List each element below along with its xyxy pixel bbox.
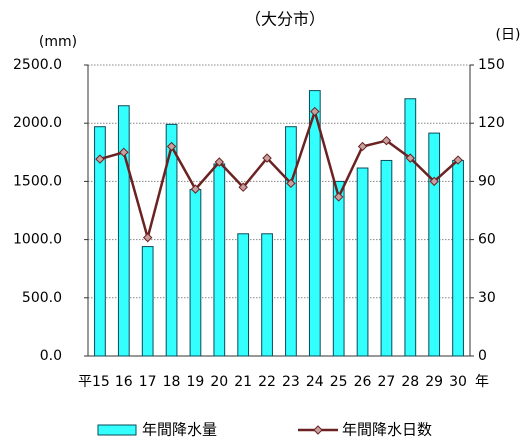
x-tick-label: 23 <box>282 374 300 390</box>
legend-swatch <box>97 424 137 436</box>
bar <box>356 167 369 357</box>
bar <box>237 233 250 357</box>
bar <box>285 126 297 357</box>
x-tick-label: 21 <box>234 374 252 390</box>
y-tick-label: 2000.0 <box>13 115 62 131</box>
y-axis-label: (mm) <box>39 34 77 50</box>
bar <box>141 246 154 357</box>
line-marker <box>214 157 225 167</box>
bar <box>213 163 226 357</box>
line-marker <box>405 153 416 163</box>
bar <box>117 105 130 357</box>
bar <box>308 90 321 357</box>
x-tick-label: 18 <box>163 374 181 390</box>
x-tick-label: 22 <box>258 374 276 390</box>
line <box>99 107 459 243</box>
y-tick-label: 0.0 <box>40 348 62 364</box>
y2-tick-label: 30 <box>478 290 496 306</box>
legend-marker <box>313 425 323 435</box>
line-marker <box>310 106 320 117</box>
x-tick-label: 25 <box>330 374 348 390</box>
y2-tick-label: 120 <box>478 115 505 131</box>
y2-tick-label: 0 <box>478 348 487 364</box>
bar <box>332 180 345 357</box>
line-marker <box>381 135 392 146</box>
y2-tick-label: 90 <box>478 173 496 189</box>
bar <box>380 159 393 357</box>
x-tick-label: 29 <box>425 374 443 390</box>
x-tick-label: 20 <box>210 374 228 390</box>
line-marker <box>95 154 105 164</box>
chart-title: （大分市） <box>245 10 325 29</box>
x-tick-label: 平15 <box>78 374 110 390</box>
line-marker <box>166 141 177 152</box>
bar <box>452 159 464 357</box>
y-tick-label: 500.0 <box>22 290 62 306</box>
bar <box>404 98 417 357</box>
line-marker <box>357 141 368 152</box>
line-marker <box>238 182 248 192</box>
x-tick-label: 16 <box>115 374 133 390</box>
bar <box>94 126 106 357</box>
bar <box>261 233 273 357</box>
y-tick-label: 1000.0 <box>13 232 62 248</box>
y-tick-label: 2500.0 <box>13 57 62 73</box>
x-tick-label: 27 <box>378 374 396 390</box>
bar <box>428 132 441 357</box>
x-unit: 年 <box>475 374 489 390</box>
line-marker <box>453 155 463 165</box>
y2-tick-label: 60 <box>478 232 496 248</box>
x-tick-label: 17 <box>139 374 157 390</box>
line-marker <box>333 192 344 202</box>
bar <box>165 123 178 357</box>
x-tick-label: 19 <box>187 374 205 390</box>
line-marker <box>286 178 296 189</box>
x-tick-label: 26 <box>354 374 372 390</box>
line-marker <box>119 147 129 158</box>
y2-tick-label: 150 <box>478 57 505 73</box>
y2-axis-label: (日) <box>496 27 521 43</box>
line-marker <box>429 176 439 187</box>
x-tick-label: 28 <box>401 374 419 390</box>
legend-label: 年間降水量 <box>142 421 217 439</box>
line-marker <box>142 232 153 243</box>
bar <box>189 189 202 357</box>
line-marker <box>190 184 201 194</box>
x-tick-label: 30 <box>449 374 467 390</box>
line-marker <box>262 153 272 163</box>
legend-label: 年間降水日数 <box>342 421 432 439</box>
y-tick-label: 1500.0 <box>13 173 62 189</box>
x-tick-label: 24 <box>306 374 324 390</box>
